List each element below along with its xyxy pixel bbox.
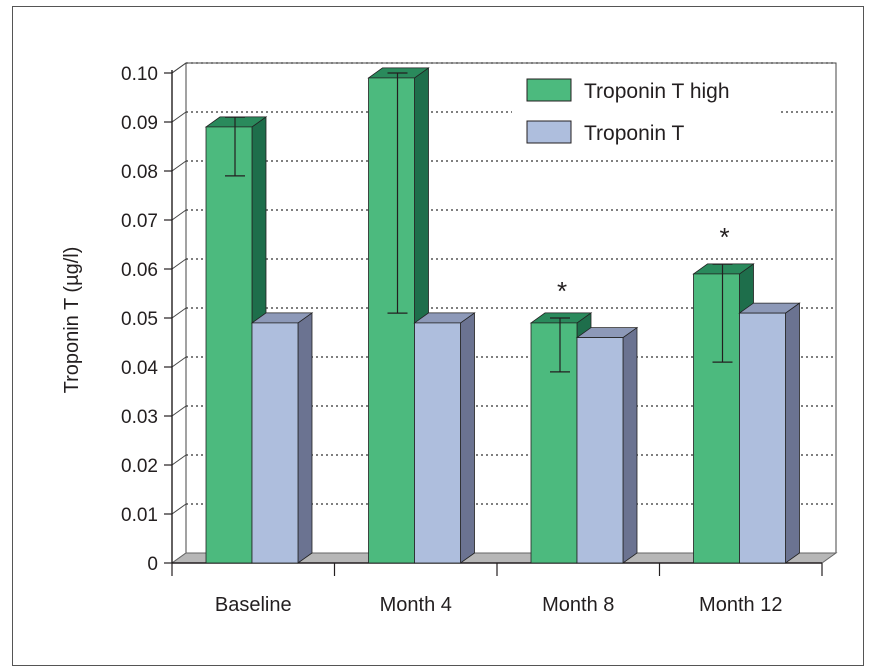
gridline-side (171, 454, 187, 466)
legend-swatch-troponin-t (526, 120, 572, 144)
y-tick-label: 0.05 (121, 309, 158, 330)
bar-side-troponin-t (785, 302, 800, 564)
y-tick-label: 0.09 (121, 113, 158, 134)
significance-asterisk: * (719, 222, 729, 252)
bar-troponin-t (414, 322, 461, 564)
legend-label-troponin-t-high: Troponin T high (584, 80, 730, 103)
y-tick-label: 0.08 (121, 162, 158, 183)
y-tick-label: 0.10 (121, 64, 158, 85)
bar-troponin-t-high (530, 322, 578, 564)
x-tick-label: Baseline (215, 594, 292, 616)
x-tick-label: Month 12 (699, 594, 782, 616)
gridline-side (171, 307, 187, 319)
gridline-side (171, 209, 187, 221)
gridline-side (171, 111, 187, 123)
legend-swatch-troponin-t-high (526, 78, 572, 102)
bar-side-troponin-t (622, 326, 638, 564)
gridline-side (171, 160, 187, 172)
bar-troponin-t-high (693, 273, 740, 564)
x-tick-label: Month 4 (380, 594, 452, 616)
bar-side-troponin-t (297, 312, 313, 564)
y-tick-label: 0 (147, 554, 158, 575)
y-tick-label: 0.06 (121, 260, 158, 281)
bar-troponin-t-high (368, 77, 415, 564)
bar-troponin-t-high (205, 126, 253, 564)
gridline-side (171, 356, 187, 368)
y-tick-label: 0.07 (121, 211, 158, 232)
legend: Troponin T high Troponin T (512, 68, 780, 156)
bar-troponin-t (251, 322, 299, 564)
gridline-side (171, 405, 187, 417)
gridline-side (171, 503, 187, 515)
y-tick-label: 0.03 (121, 407, 158, 428)
y-tick-label: 0.02 (121, 456, 158, 477)
gridline-side (171, 62, 187, 74)
y-tick-label: 0.04 (121, 358, 158, 379)
labels: Baseline Month 4 * Month 8 * Month 12 (215, 222, 783, 616)
gridline-side (171, 258, 187, 270)
bar-troponin-t (576, 337, 624, 564)
legend-label-troponin-t: Troponin T (584, 122, 685, 145)
significance-asterisk: * (557, 276, 567, 306)
error-bars (225, 72, 733, 373)
bars (204, 67, 801, 564)
x-tick-label: Month 8 (542, 594, 614, 616)
bar-side-troponin-t (460, 312, 475, 564)
y-tick-label: 0.01 (121, 505, 158, 526)
bar-troponin-t (739, 312, 786, 564)
y-axis-label: Troponin T (µg/l) (61, 247, 83, 394)
